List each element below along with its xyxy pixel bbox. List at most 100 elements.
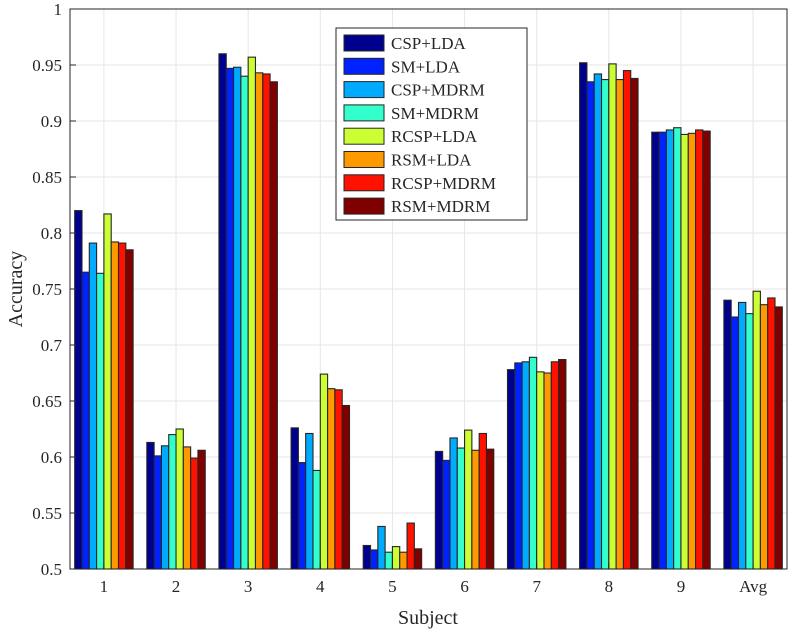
bar-rsm-lda-8 <box>615 79 624 570</box>
bar-sm-lda-4 <box>297 462 307 570</box>
bar-rsm-mdrm-8 <box>630 77 639 570</box>
legend-label: RSM+MDRM <box>391 197 490 216</box>
bar-sm-mdrm-7 <box>528 356 538 570</box>
bar-rcsp-lda-4 <box>319 373 329 570</box>
bar-rcsp-lda-5 <box>391 546 401 570</box>
bar-rsm-lda-6 <box>471 449 480 570</box>
bar-sm-mdrm-6 <box>456 447 466 570</box>
bar-sm-lda-8 <box>586 81 595 570</box>
bar-rcsp-mdrm-7 <box>550 361 560 570</box>
bar-sm-mdrm-1 <box>96 272 105 570</box>
bar-csp-mdrm-3 <box>233 66 242 570</box>
bar-sm-mdrm-9 <box>673 127 682 570</box>
bar-rsm-lda-5 <box>399 551 408 570</box>
bar-sm-lda-9 <box>658 131 667 570</box>
legend-label: SM+LDA <box>391 57 461 76</box>
x-tick-label: Avg <box>739 577 768 596</box>
x-tick-label: 8 <box>605 577 614 596</box>
bar-rcsp-lda-1 <box>103 213 112 570</box>
bar-sm-lda-3 <box>225 67 235 570</box>
x-tick-label: 5 <box>388 577 397 596</box>
bar-rcsp-mdrm-9 <box>695 129 704 570</box>
bar-rcsp-lda-8 <box>608 63 617 570</box>
legend-label: RCSP+LDA <box>391 127 478 146</box>
bar-rsm-mdrm-9 <box>702 130 711 570</box>
bar-rsm-mdrm-1 <box>125 249 134 570</box>
axes: 0.5 0.55 0.6 0.65 0.7 0.75 0.8 0.85 0.9 0.95 1 1 2 3 4… <box>32 0 788 596</box>
bar-csp-mdrm-2 <box>160 445 170 570</box>
legend-swatch <box>343 57 385 75</box>
legend-label: CSP+LDA <box>391 34 466 53</box>
x-tick-label: 4 <box>316 577 325 596</box>
y-tick-label: 0.85 <box>32 168 62 187</box>
legend: CSP+LDA SM+LDA CSP+MDRM SM+MDRM RCSP+LDA RSM+… <box>335 27 528 221</box>
bar-rsm-lda-7 <box>543 372 552 570</box>
bar-sm-mdrm-8 <box>600 79 610 570</box>
x-tick-label: 2 <box>172 577 181 596</box>
bar-rcsp-mdrm-3 <box>262 73 271 570</box>
y-tick-label: 0.95 <box>32 56 62 75</box>
bar-rsm-lda-1 <box>110 241 120 570</box>
legend-swatch <box>343 151 385 168</box>
bar-csp-lda-8 <box>579 62 588 570</box>
legend-swatch <box>343 127 385 145</box>
y-tick-label: 0.8 <box>41 224 62 243</box>
bar-sm-mdrm-4 <box>312 469 321 570</box>
bar-rsm-mdrm-7 <box>558 359 567 570</box>
bar-csp-lda-9 <box>651 131 660 570</box>
bar-rcsp-mdrm-1 <box>117 242 127 570</box>
x-axis-label: Subject <box>398 607 458 629</box>
bar-sm-lda-7 <box>514 362 523 570</box>
bar-sm-mdrm-3 <box>240 75 249 570</box>
bar-csp-mdrm-6 <box>449 437 458 570</box>
x-tick-label: 9 <box>677 577 686 596</box>
bar-sm-lda-6 <box>442 459 451 570</box>
bar-sm-lda-avg <box>730 316 740 570</box>
bar-rsm-lda-avg <box>759 304 769 570</box>
legend-label: RSM+LDA <box>391 151 472 170</box>
bar-rcsp-mdrm-avg <box>767 297 776 570</box>
bar-sm-mdrm-5 <box>384 551 393 570</box>
bar-csp-lda-1 <box>74 210 83 570</box>
bar-csp-lda-7 <box>506 369 516 570</box>
bar-csp-mdrm-1 <box>88 242 98 570</box>
x-tick-label: 3 <box>244 577 253 596</box>
axes-box <box>69 8 788 570</box>
bar-sm-lda-1 <box>81 271 90 570</box>
legend-swatch <box>343 104 385 122</box>
bar-sm-mdrm-2 <box>168 434 177 570</box>
y-tick-label: 0.75 <box>32 280 62 299</box>
bars <box>74 53 783 570</box>
bar-rsm-mdrm-4 <box>341 404 351 570</box>
bar-rcsp-mdrm-2 <box>190 457 199 570</box>
bar-csp-lda-3 <box>218 53 227 570</box>
bar-rsm-mdrm-2 <box>197 449 206 570</box>
y-tick-label: 0.7 <box>41 336 63 355</box>
bar-rcsp-mdrm-4 <box>334 389 343 570</box>
y-tick-label: 0.5 <box>41 560 62 579</box>
bar-rsm-lda-9 <box>687 132 697 570</box>
bar-csp-mdrm-avg <box>737 301 747 570</box>
bar-sm-lda-2 <box>153 455 162 570</box>
bar-rcsp-lda-9 <box>680 133 689 570</box>
bar-rcsp-mdrm-5 <box>406 522 415 570</box>
legend-swatch <box>343 197 385 215</box>
bar-rsm-mdrm-3 <box>269 81 278 570</box>
bar-rcsp-lda-6 <box>464 429 473 570</box>
x-tick-label: 6 <box>460 577 469 596</box>
bar-csp-mdrm-8 <box>593 73 603 570</box>
bar-rcsp-mdrm-8 <box>622 70 632 570</box>
y-tick-label: 1 <box>54 0 63 19</box>
bar-csp-mdrm-5 <box>377 525 386 570</box>
bar-csp-lda-4 <box>290 427 299 570</box>
bar-rsm-lda-3 <box>254 72 264 570</box>
bar-rsm-mdrm-6 <box>485 448 495 570</box>
legend-label: RCSP+MDRM <box>391 174 496 193</box>
bar-rcsp-lda-7 <box>536 371 545 570</box>
x-tick-label: 7 <box>532 577 541 596</box>
bar-rcsp-lda-2 <box>175 428 184 570</box>
bar-csp-lda-avg <box>723 299 732 570</box>
y-tick-label: 0.55 <box>32 504 62 523</box>
bar-csp-lda-6 <box>434 450 444 570</box>
